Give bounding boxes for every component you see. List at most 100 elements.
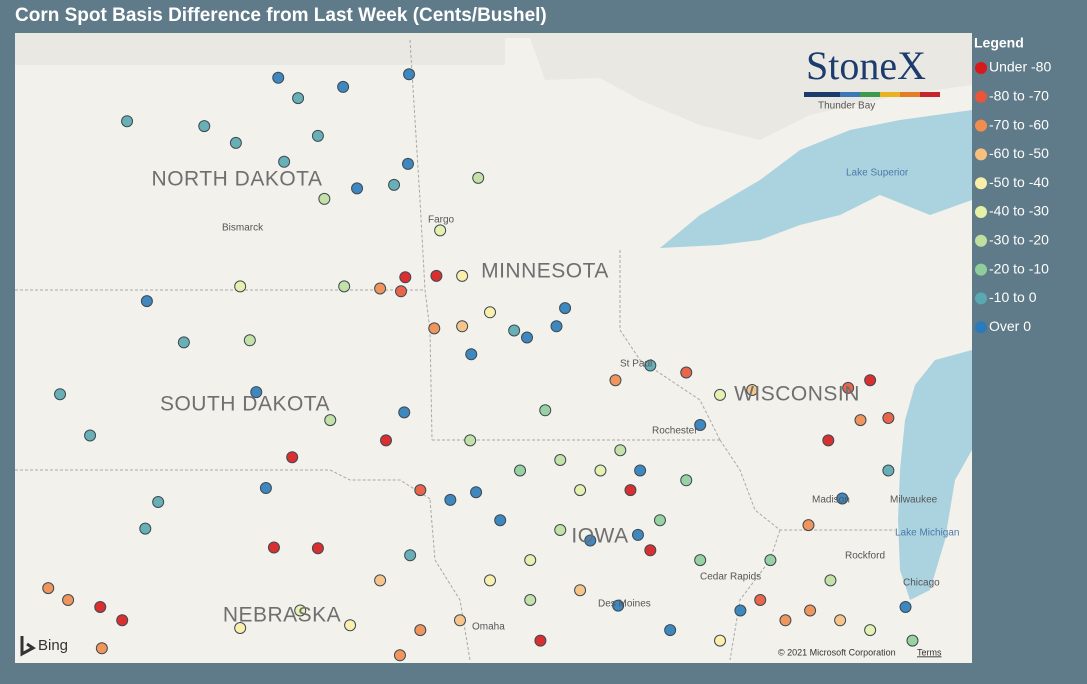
- station-point: [574, 484, 587, 497]
- station-point: [388, 178, 401, 191]
- station-point: [177, 336, 190, 349]
- station-point: [746, 384, 759, 396]
- legend-swatch: [975, 206, 987, 218]
- station-point: [272, 71, 285, 84]
- station-point: [278, 155, 291, 168]
- station-point: [834, 614, 847, 627]
- legend-label: Over 0: [989, 318, 1031, 334]
- station-point: [734, 604, 747, 617]
- legend-label: -10 to 0: [989, 289, 1037, 305]
- station-point: [380, 434, 393, 447]
- station-point: [472, 171, 485, 184]
- station-point: [574, 584, 587, 597]
- station-point: [399, 271, 412, 284]
- station-point: [754, 594, 767, 606]
- station-point: [338, 280, 351, 293]
- city-label: Chicago: [903, 578, 940, 589]
- station-point: [882, 464, 895, 477]
- station-point: [229, 136, 242, 149]
- legend-swatch: [975, 177, 987, 190]
- state-label: IOWA: [571, 525, 628, 548]
- city-label: St Paul: [620, 359, 652, 370]
- legend-swatch: [975, 292, 987, 305]
- station-point: [428, 322, 441, 335]
- station-point: [694, 554, 707, 567]
- station-point: [864, 624, 877, 637]
- station-point: [644, 359, 657, 372]
- station-point: [822, 434, 835, 447]
- city-label: Fargo: [428, 215, 455, 226]
- state-borders: [15, 39, 895, 661]
- logo: StoneX: [806, 43, 926, 88]
- station-point: [508, 324, 521, 337]
- legend-label: -30 to -20: [989, 232, 1049, 248]
- station-point: [550, 320, 563, 333]
- copyright: © 2021 Microsoft Corporation: [778, 647, 896, 657]
- map[interactable]: NORTH DAKOTA SOUTH DAKOTA MINNESOTA WISC…: [15, 33, 972, 663]
- station-point: [534, 634, 547, 647]
- city-label: Rockford: [845, 551, 885, 562]
- station-point: [524, 554, 537, 567]
- station-point: [403, 68, 416, 81]
- station-point: [430, 269, 443, 282]
- station-point: [559, 302, 572, 315]
- legend-label: -40 to -30: [989, 203, 1049, 219]
- station-point: [521, 331, 534, 344]
- station-point: [906, 634, 919, 647]
- legend-swatch: [975, 148, 987, 161]
- station-point: [554, 524, 567, 536]
- legend-label: -50 to -40: [989, 174, 1049, 190]
- station-point: [318, 192, 331, 205]
- station-point: [494, 514, 507, 527]
- station-point: [484, 574, 497, 587]
- legend-swatch: [975, 90, 987, 103]
- station-point: [351, 182, 364, 195]
- legend-label: -80 to -70: [989, 88, 1049, 104]
- logo-stripe: [880, 92, 900, 97]
- station-point: [804, 604, 817, 617]
- legend-swatch: [975, 62, 987, 74]
- station-point: [464, 434, 477, 447]
- station-point: [243, 334, 256, 347]
- station-point: [714, 634, 727, 647]
- station-point: [612, 599, 625, 612]
- station-point: [140, 295, 153, 308]
- legend-title: Legend: [974, 35, 1024, 51]
- legend: Under -80 -80 to -70 -70 to -60 -60 to -50 -…: [975, 59, 1051, 334]
- station-point: [311, 129, 324, 142]
- station-point: [624, 484, 637, 497]
- station-point: [644, 544, 657, 557]
- station-point: [456, 320, 469, 333]
- station-point: [54, 388, 67, 401]
- station-point: [250, 386, 263, 399]
- title: Corn Spot Basis Difference from Last Wee…: [15, 5, 547, 26]
- city-label: Des Moines: [598, 599, 651, 610]
- station-point: [653, 514, 666, 527]
- legend-swatch: [975, 234, 987, 247]
- station-point: [292, 92, 305, 105]
- station-point: [94, 601, 107, 613]
- station-point: [374, 282, 387, 295]
- station-point: [680, 474, 693, 487]
- bing-icon: [20, 636, 36, 657]
- station-point: [842, 381, 855, 394]
- station-point: [631, 528, 644, 541]
- station-point: [294, 604, 307, 617]
- station-point: [694, 419, 707, 431]
- station-point: [824, 574, 837, 587]
- station-point: [414, 624, 427, 637]
- terms-link[interactable]: Terms: [917, 647, 942, 657]
- legend-label: -60 to -50: [989, 145, 1049, 161]
- state-label: MINNESOTA: [481, 260, 609, 283]
- station-point: [414, 484, 427, 497]
- lake-michigan: [898, 350, 972, 600]
- station-point: [62, 594, 75, 606]
- water-label: Lake Superior: [846, 168, 909, 179]
- station-point: [121, 115, 134, 128]
- state-label: NORTH DAKOTA: [152, 168, 323, 191]
- station-point: [434, 224, 447, 237]
- station-point: [594, 464, 607, 477]
- station-point: [680, 366, 693, 379]
- city-label: Thunder Bay: [818, 101, 875, 112]
